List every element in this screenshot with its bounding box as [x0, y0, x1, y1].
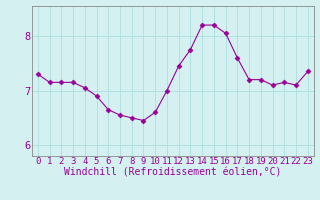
- X-axis label: Windchill (Refroidissement éolien,°C): Windchill (Refroidissement éolien,°C): [64, 168, 282, 178]
